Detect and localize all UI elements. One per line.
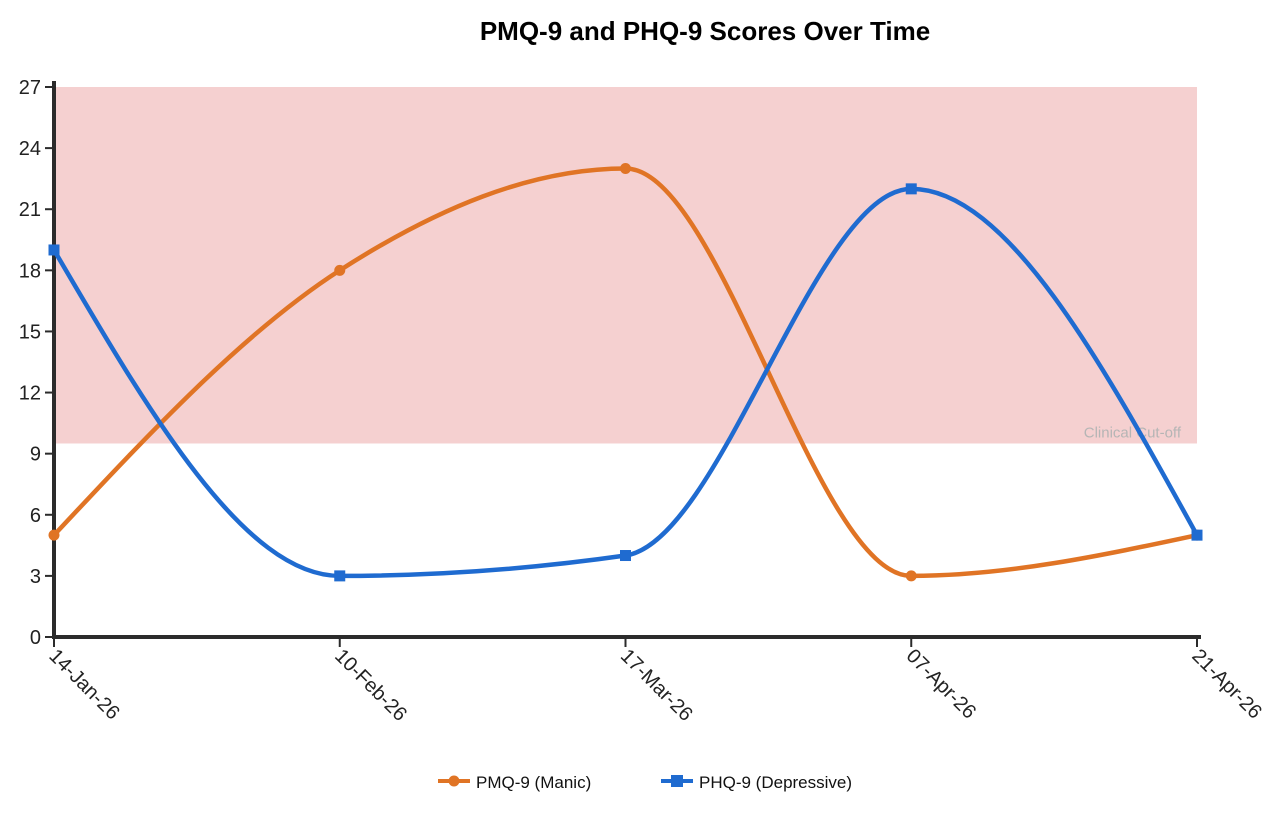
y-tick-label: 27: [19, 77, 41, 99]
y-tick-label: 18: [19, 260, 41, 282]
y-tick-label: 6: [30, 505, 41, 527]
series-line-0: [51, 166, 1200, 579]
y-tick-label: 21: [19, 199, 41, 221]
series-1-point: [1191, 529, 1203, 541]
chart-title: PMQ-9 and PHQ-9 Scores Over Time: [479, 16, 931, 46]
series-0-point: [905, 570, 917, 582]
x-tick-label: 17-Mar-26: [616, 645, 697, 726]
y-tick-label: 15: [19, 321, 41, 343]
series-0-point: [48, 529, 60, 541]
series-0-point: [620, 162, 631, 174]
series-1-point: [620, 550, 631, 562]
x-tick-label: 14-Jan-26: [44, 645, 123, 724]
x-tick-label: 21-Apr-26: [1187, 645, 1265, 723]
series-0-point: [334, 264, 346, 276]
legend-marker-1: [671, 775, 683, 787]
y-tick-label: 24: [19, 138, 41, 160]
x-tick-label: 10-Feb-26: [330, 645, 411, 726]
y-tick-label: 3: [30, 566, 41, 588]
legend-marker-0: [448, 775, 460, 787]
legend-label-0: PMQ-9 (Manic): [476, 773, 591, 792]
y-tick-label: 0: [30, 627, 41, 649]
series-1-point: [48, 244, 60, 256]
x-tick-label: 07-Apr-26: [902, 645, 980, 723]
series-1-point: [334, 570, 346, 582]
y-tick-label: 9: [30, 444, 41, 466]
legend-label-1: PHQ-9 (Depressive): [699, 773, 852, 792]
y-tick-label: 12: [19, 383, 41, 405]
cutoff-band: [54, 87, 1197, 444]
series-1-point: [905, 183, 917, 195]
cutoff-label: Clinical Cut-off: [1084, 424, 1182, 441]
series-line-1: [51, 186, 1200, 579]
